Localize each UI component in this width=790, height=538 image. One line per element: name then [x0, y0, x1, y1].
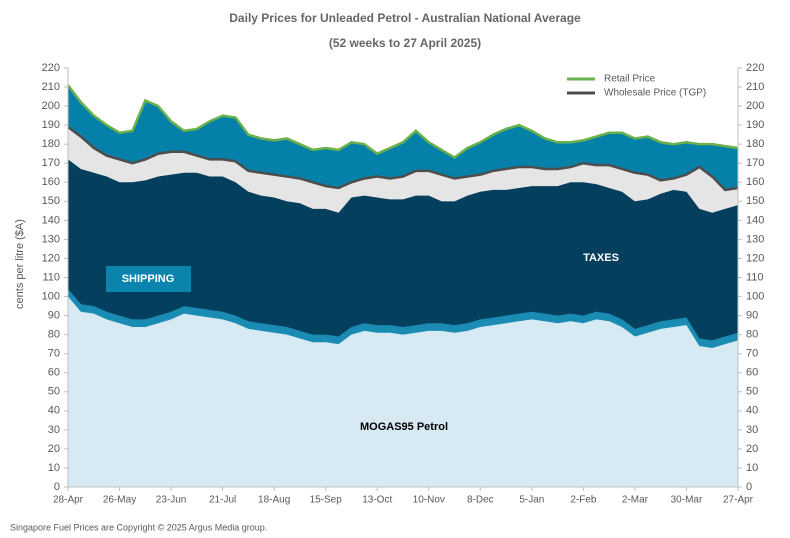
- y2-tick-label: 190: [746, 119, 764, 131]
- y-tick-label: 70: [48, 348, 60, 360]
- y2-tick-label: 70: [746, 348, 758, 360]
- y-tick-label: 30: [48, 424, 60, 436]
- y-tick-label: 210: [42, 81, 60, 93]
- x-tick-label: 2-Feb: [570, 495, 597, 506]
- y2-tick-label: 160: [746, 176, 764, 188]
- y2-tick-label: 30: [746, 424, 758, 436]
- plot-area: 0 0 10 10 20 20 30 30 40 40 50 50 60 60 70 70 80 80 90 90 10…: [42, 62, 765, 506]
- x-tick-label: 28-Apr: [53, 495, 84, 506]
- y2-tick-label: 140: [746, 214, 764, 226]
- y-tick-label: 60: [48, 367, 60, 379]
- y-tick-label: 140: [42, 214, 60, 226]
- y-tick-label: 220: [42, 62, 60, 74]
- y2-tick-label: 150: [746, 195, 764, 207]
- y-tick-label: 190: [42, 119, 60, 131]
- y2-tick-label: 220: [746, 62, 764, 74]
- labels: SHIPPING TAXES MOGAS95 Petrol Retail Pri…: [106, 74, 706, 433]
- y2-tick-label: 170: [746, 157, 764, 169]
- y2-tick-label: 40: [746, 405, 758, 417]
- x-tick-label: 2-Mar: [622, 495, 649, 506]
- legend-label: Retail Price: [604, 74, 656, 85]
- y-tick-label: 120: [42, 252, 60, 264]
- y-tick-label: 10: [48, 462, 60, 474]
- y-tick-label: 0: [54, 481, 60, 493]
- footer: Singapore Fuel Prices are Copyright © 20…: [10, 522, 267, 532]
- chart-title: Daily Prices for Unleaded Petrol - Austr…: [229, 11, 581, 25]
- y2-tick-label: 20: [746, 443, 758, 455]
- x-tick-label: 21-Jul: [209, 495, 236, 506]
- x-tick-label: 5-Jan: [519, 495, 544, 506]
- y-tick-label: 80: [48, 329, 60, 341]
- y2-tick-label: 10: [746, 462, 758, 474]
- y-tick-label: 40: [48, 405, 60, 417]
- y2-tick-label: 210: [746, 81, 764, 93]
- line: [67, 126, 739, 192]
- y-tick-label: 20: [48, 443, 60, 455]
- x-tick-label: 13-Oct: [362, 495, 392, 506]
- y2-tick-label: 100: [746, 290, 764, 302]
- x-tick-label: 26-May: [103, 495, 136, 506]
- y2-tick-label: 200: [746, 100, 764, 112]
- y-axis-label: cents per litre ($A): [14, 219, 26, 309]
- y2-tick-label: 0: [746, 481, 752, 493]
- x-tick-label: 8-Dec: [467, 495, 494, 506]
- legend-label: Wholesale Price (TGP): [604, 88, 706, 99]
- series-label: TAXES: [583, 252, 619, 264]
- y2-tick-label: 60: [746, 367, 758, 379]
- x-tick-label: 27-Apr: [723, 495, 754, 506]
- y-tick-label: 150: [42, 195, 60, 207]
- y2-tick-label: 110: [746, 271, 764, 283]
- y2-tick-label: 180: [746, 138, 764, 150]
- y2-tick-label: 50: [746, 386, 758, 398]
- chart-subtitle: (52 weeks to 27 April 2025): [329, 36, 481, 50]
- y-tick-label: 170: [42, 157, 60, 169]
- x-tick-label: 10-Nov: [413, 495, 445, 506]
- y2-tick-label: 90: [746, 309, 758, 321]
- shipping-box: [106, 266, 191, 292]
- series-label: MOGAS95 Petrol: [360, 421, 448, 433]
- x-tick-label: 23-Jun: [156, 495, 187, 506]
- y-tick-label: 100: [42, 290, 60, 302]
- y-tick-label: 160: [42, 176, 60, 188]
- series-label: SHIPPING: [122, 273, 175, 285]
- area: [68, 296, 738, 487]
- x-tick-label: 18-Aug: [258, 495, 290, 506]
- y-tick-label: 90: [48, 309, 60, 321]
- y-tick-label: 200: [42, 100, 60, 112]
- x-tick-label: 15-Sep: [310, 495, 343, 506]
- y-tick-label: 110: [42, 271, 60, 283]
- y-tick-label: 130: [42, 233, 60, 245]
- y2-tick-label: 120: [746, 252, 764, 264]
- y2-tick-label: 80: [746, 329, 758, 341]
- line: [67, 84, 739, 160]
- y2-tick-label: 130: [746, 233, 764, 245]
- x-tick-label: 30-Mar: [671, 495, 703, 506]
- y-tick-label: 50: [48, 386, 60, 398]
- y-tick-label: 180: [42, 138, 60, 150]
